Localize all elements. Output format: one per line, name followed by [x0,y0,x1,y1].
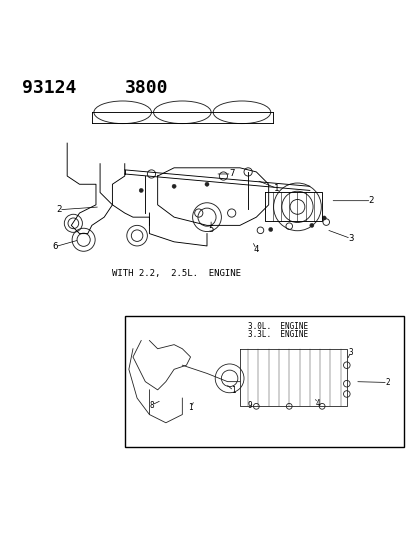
Text: 3: 3 [347,234,353,243]
Text: 3.0L.  ENGINE: 3.0L. ENGINE [247,322,308,331]
Circle shape [204,182,209,187]
Circle shape [172,184,176,188]
Text: 1: 1 [231,386,235,395]
Text: 9: 9 [247,401,252,410]
Bar [124,316,404,447]
Text: 7: 7 [228,169,234,179]
Circle shape [321,216,325,220]
Text: 5: 5 [208,225,213,234]
Text: 1: 1 [188,403,192,412]
Circle shape [309,223,313,228]
Circle shape [268,228,272,231]
Text: 2: 2 [368,196,373,205]
Text: 3.3L.  ENGINE: 3.3L. ENGINE [247,330,308,339]
Text: 93124: 93124 [22,79,76,98]
Text: 2: 2 [385,378,389,387]
Circle shape [139,188,143,192]
Text: 1: 1 [273,184,279,193]
Text: WITH 2.2,  2.5L.  ENGINE: WITH 2.2, 2.5L. ENGINE [112,269,241,278]
Text: 3: 3 [348,348,352,357]
Text: 6: 6 [52,243,57,251]
Text: 4: 4 [315,399,320,408]
Text: 2: 2 [56,205,62,214]
Text: 4: 4 [253,245,259,254]
Text: 3800: 3800 [124,79,168,98]
Text: 8: 8 [149,401,153,409]
